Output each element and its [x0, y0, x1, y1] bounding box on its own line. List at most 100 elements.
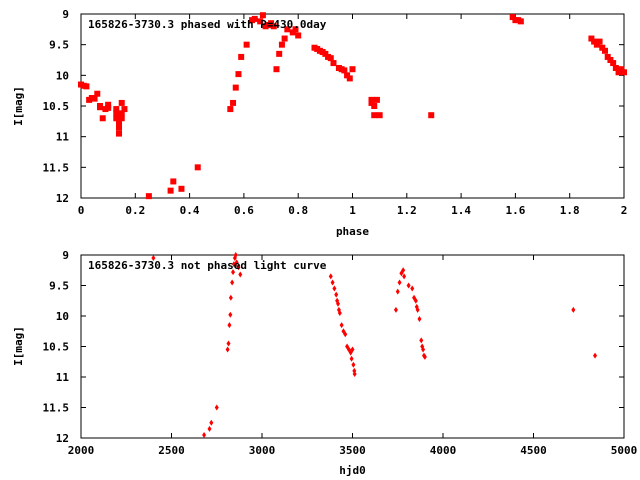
y-tick-label: 10: [56, 69, 69, 82]
x-tick-label: 2000: [68, 444, 95, 457]
data-point: [145, 193, 152, 200]
data-point: [422, 353, 427, 360]
data-point: [257, 18, 264, 25]
data-point: [238, 271, 243, 278]
data-point: [601, 47, 608, 54]
x-tick-label: 4000: [430, 444, 457, 457]
x-tick-label: 2500: [158, 444, 185, 457]
data-point: [151, 255, 156, 262]
data-point: [228, 311, 233, 318]
data-point: [243, 41, 250, 48]
data-point: [209, 419, 214, 426]
data-point: [225, 346, 230, 353]
data-point: [350, 346, 355, 353]
y-tick-label: 11.5: [43, 402, 70, 415]
data-point: [413, 297, 418, 304]
data-point: [337, 309, 342, 316]
x-tick-label: 0: [78, 204, 85, 217]
data-point: [227, 106, 234, 113]
data-point: [234, 259, 239, 266]
data-point: [113, 115, 120, 122]
x-tick-label: 1.6: [505, 204, 525, 217]
data-point: [118, 110, 125, 117]
x-tick-label: 1.4: [451, 204, 471, 217]
y-tick-label: 9.5: [49, 39, 69, 52]
y-axis-label: I[mag]: [12, 326, 25, 366]
data-point: [593, 352, 598, 359]
data-point: [371, 103, 378, 109]
y-tick-label: 11.5: [43, 161, 70, 174]
data-point: [273, 66, 280, 73]
data-point: [91, 95, 98, 102]
data-point: [322, 50, 329, 57]
data-point: [268, 20, 275, 27]
data-point: [276, 50, 283, 57]
y-tick-label: 11: [56, 131, 70, 144]
data-point: [278, 41, 285, 48]
x-tick-label: 0.4: [180, 204, 200, 217]
data-point: [421, 346, 426, 353]
data-point: [615, 69, 622, 76]
data-point: [591, 38, 598, 45]
x-tick-label: 0.8: [288, 204, 308, 217]
data-point: [395, 288, 400, 295]
data-point: [230, 99, 237, 106]
data-point: [401, 267, 406, 274]
data-point: [202, 431, 207, 438]
data-point: [83, 83, 90, 90]
y-tick-label: 12: [56, 432, 69, 445]
unphased-light-curve-panel: 2000 2500 3000 3500 4000 4500 5000 9 9.5 10 10.5 11…: [12, 249, 637, 477]
data-point: [118, 99, 125, 106]
data-point: [417, 316, 422, 323]
data-point: [517, 18, 524, 25]
data-point: [341, 67, 348, 74]
data-point: [402, 273, 407, 280]
x-tick-label: 4500: [520, 444, 547, 457]
x-tick-label: 0.6: [234, 204, 254, 217]
data-point: [336, 300, 341, 307]
y-axis-label: I[mag]: [12, 86, 25, 126]
data-point: [599, 44, 606, 51]
data-point: [415, 306, 420, 313]
y-tick-label: 10.5: [43, 100, 70, 113]
y-tick-label: 9.5: [49, 280, 69, 293]
data-point: [330, 279, 335, 286]
data-point: [232, 84, 239, 91]
data-point: [235, 71, 242, 78]
data-point: [343, 331, 348, 338]
x-tick-label: 1: [349, 204, 356, 217]
data-point: [170, 178, 177, 185]
data-point: [419, 337, 424, 344]
data-point: [330, 60, 337, 67]
data-point: [178, 185, 185, 192]
data-point: [230, 279, 235, 286]
data-point: [116, 124, 123, 131]
data-point: [607, 57, 614, 63]
data-point: [289, 29, 296, 36]
data-point: [232, 255, 237, 262]
data-point: [105, 104, 112, 111]
data-point: [113, 110, 120, 117]
x-tick-label: 5000: [611, 444, 638, 457]
data-point: [373, 96, 380, 103]
x-tick-label: 3500: [339, 444, 366, 457]
data-point: [351, 361, 356, 368]
data-point: [339, 322, 344, 329]
x-tick-label: 3000: [249, 444, 276, 457]
data-point: [327, 55, 334, 62]
data-point: [571, 306, 576, 313]
data-point: [207, 425, 212, 432]
data-point: [604, 53, 611, 60]
data-point: [410, 285, 415, 292]
data-point: [332, 285, 337, 292]
data-point: [509, 14, 516, 21]
data-point: [118, 115, 125, 122]
data-point: [368, 96, 375, 103]
data-point: [393, 306, 398, 313]
plot-frame: [80, 13, 625, 199]
y-tick-label: 9: [62, 249, 69, 262]
data-point: [588, 35, 595, 42]
data-point: [618, 66, 625, 73]
phased-light-curve-panel: 0 0.2 0.4 0.6 0.8 1 1.2 1.4 1.6 1.8 2 9 9.5 10 10.5 11 1…: [12, 8, 627, 238]
